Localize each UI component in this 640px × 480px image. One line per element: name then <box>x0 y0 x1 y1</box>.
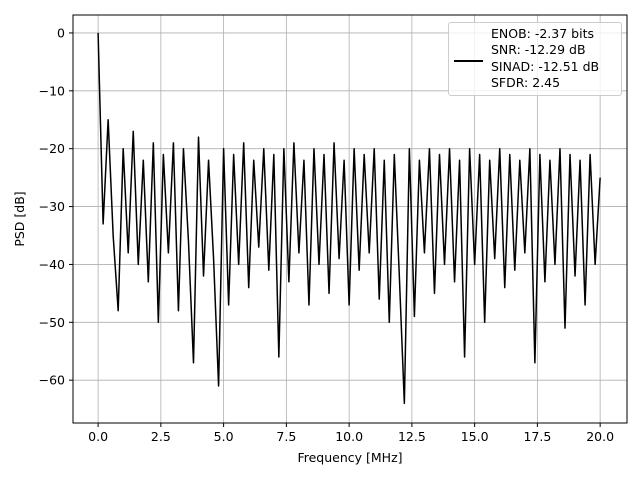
marks <box>97 32 601 405</box>
y-tick-label: −30 <box>39 199 65 214</box>
x-tick-label: 10.0 <box>335 429 363 444</box>
legend-label: ENOB: -2.37 bits SNR: -12.29 dB SINAD: -… <box>491 26 600 90</box>
x-tick-label: 17.5 <box>523 429 551 444</box>
y-tick-label: 0 <box>57 25 65 40</box>
legend: ENOB: -2.37 bits SNR: -12.29 dB SINAD: -… <box>448 22 622 96</box>
plot-frame <box>72 14 628 424</box>
y-tick-label: −50 <box>39 315 65 330</box>
x-tick-label: 2.5 <box>151 429 171 444</box>
x-tick-label: 20.0 <box>586 429 614 444</box>
y-tick-label: −20 <box>39 141 65 156</box>
x-tick-label: 12.5 <box>398 429 426 444</box>
x-axis-label: Frequency [MHz] <box>297 450 402 465</box>
x-tick-label: 5.0 <box>214 429 234 444</box>
x-tick-label: 7.5 <box>276 429 296 444</box>
y-tick-label: −60 <box>39 373 65 388</box>
psd-line <box>97 32 601 405</box>
y-axis-label: PSD [dB] <box>12 191 27 246</box>
x-tick-label: 0.0 <box>88 429 108 444</box>
x-tick-label: 15.0 <box>461 429 489 444</box>
y-tick-label: −40 <box>39 257 65 272</box>
y-tick-label: −10 <box>39 83 65 98</box>
legend-swatch <box>454 60 483 62</box>
